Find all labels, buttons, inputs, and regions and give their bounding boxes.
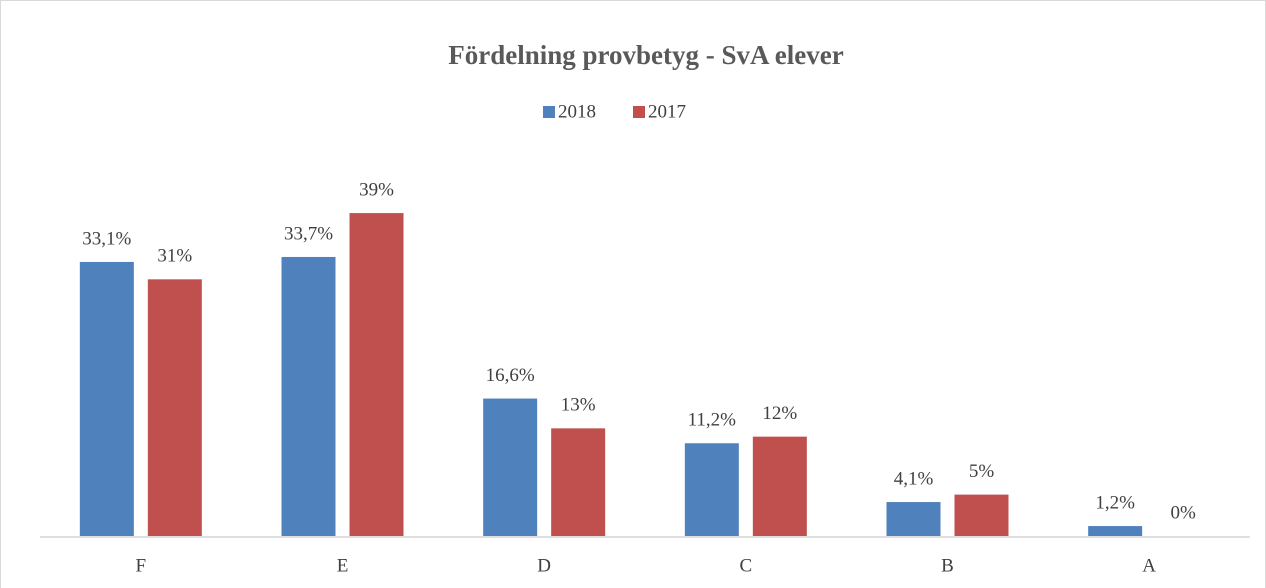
x-tick-label: E [337, 555, 349, 576]
data-label: 11,2% [688, 410, 737, 431]
legend-swatch [543, 106, 555, 118]
data-label: 5% [969, 461, 995, 482]
x-tick-label: A [1142, 555, 1156, 576]
data-label: 31% [157, 246, 192, 267]
data-label: 1,2% [1095, 492, 1135, 513]
chart-title: Fördelning provbetyg - SvA elever [448, 40, 843, 70]
x-tick-label: B [941, 555, 954, 576]
bar [886, 502, 941, 536]
data-label: 0% [1171, 502, 1197, 523]
bar [281, 256, 336, 536]
bar [483, 398, 538, 536]
bar [349, 213, 404, 536]
data-label: 33,1% [82, 228, 131, 249]
x-tick-label: D [537, 555, 551, 576]
data-label: 13% [561, 395, 596, 416]
x-tick-label: C [739, 555, 752, 576]
data-label: 16,6% [486, 365, 535, 386]
x-tick-label: F [136, 555, 147, 576]
bar [147, 279, 202, 536]
bar [752, 436, 807, 536]
bar [79, 261, 134, 536]
bar [1088, 526, 1143, 536]
bar [551, 428, 606, 536]
data-label: 33,7% [284, 223, 333, 244]
data-label: 4,1% [894, 468, 934, 489]
data-label: 39% [359, 179, 394, 200]
legend-label: 2017 [648, 101, 686, 122]
bar [954, 494, 1009, 536]
data-label: 12% [762, 403, 797, 424]
legend-label: 2018 [558, 101, 596, 122]
legend-swatch [633, 106, 645, 118]
bar [684, 443, 739, 536]
